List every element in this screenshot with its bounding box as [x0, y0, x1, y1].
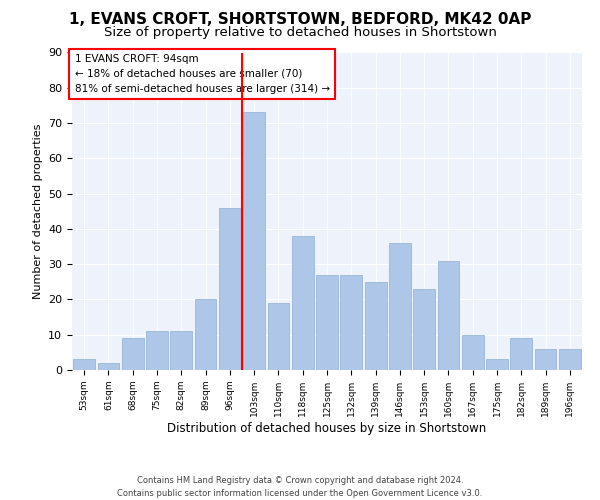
Y-axis label: Number of detached properties: Number of detached properties — [32, 124, 43, 299]
Bar — [146, 331, 168, 370]
Bar — [268, 303, 289, 370]
Bar — [122, 338, 143, 370]
Bar — [316, 275, 338, 370]
Bar — [97, 363, 119, 370]
Bar — [462, 334, 484, 370]
X-axis label: Distribution of detached houses by size in Shortstown: Distribution of detached houses by size … — [167, 422, 487, 434]
Bar — [413, 289, 435, 370]
Bar — [535, 349, 556, 370]
Bar — [73, 360, 95, 370]
Bar — [559, 349, 581, 370]
Bar — [243, 112, 265, 370]
Bar — [292, 236, 314, 370]
Bar — [511, 338, 532, 370]
Text: 1, EVANS CROFT, SHORTSTOWN, BEDFORD, MK42 0AP: 1, EVANS CROFT, SHORTSTOWN, BEDFORD, MK4… — [69, 12, 531, 28]
Bar — [365, 282, 386, 370]
Bar — [389, 243, 411, 370]
Bar — [486, 360, 508, 370]
Text: Contains HM Land Registry data © Crown copyright and database right 2024.
Contai: Contains HM Land Registry data © Crown c… — [118, 476, 482, 498]
Bar — [219, 208, 241, 370]
Bar — [194, 300, 217, 370]
Text: Size of property relative to detached houses in Shortstown: Size of property relative to detached ho… — [104, 26, 496, 39]
Bar — [437, 260, 460, 370]
Text: 1 EVANS CROFT: 94sqm
← 18% of detached houses are smaller (70)
81% of semi-detac: 1 EVANS CROFT: 94sqm ← 18% of detached h… — [74, 54, 329, 94]
Bar — [340, 275, 362, 370]
Bar — [170, 331, 192, 370]
